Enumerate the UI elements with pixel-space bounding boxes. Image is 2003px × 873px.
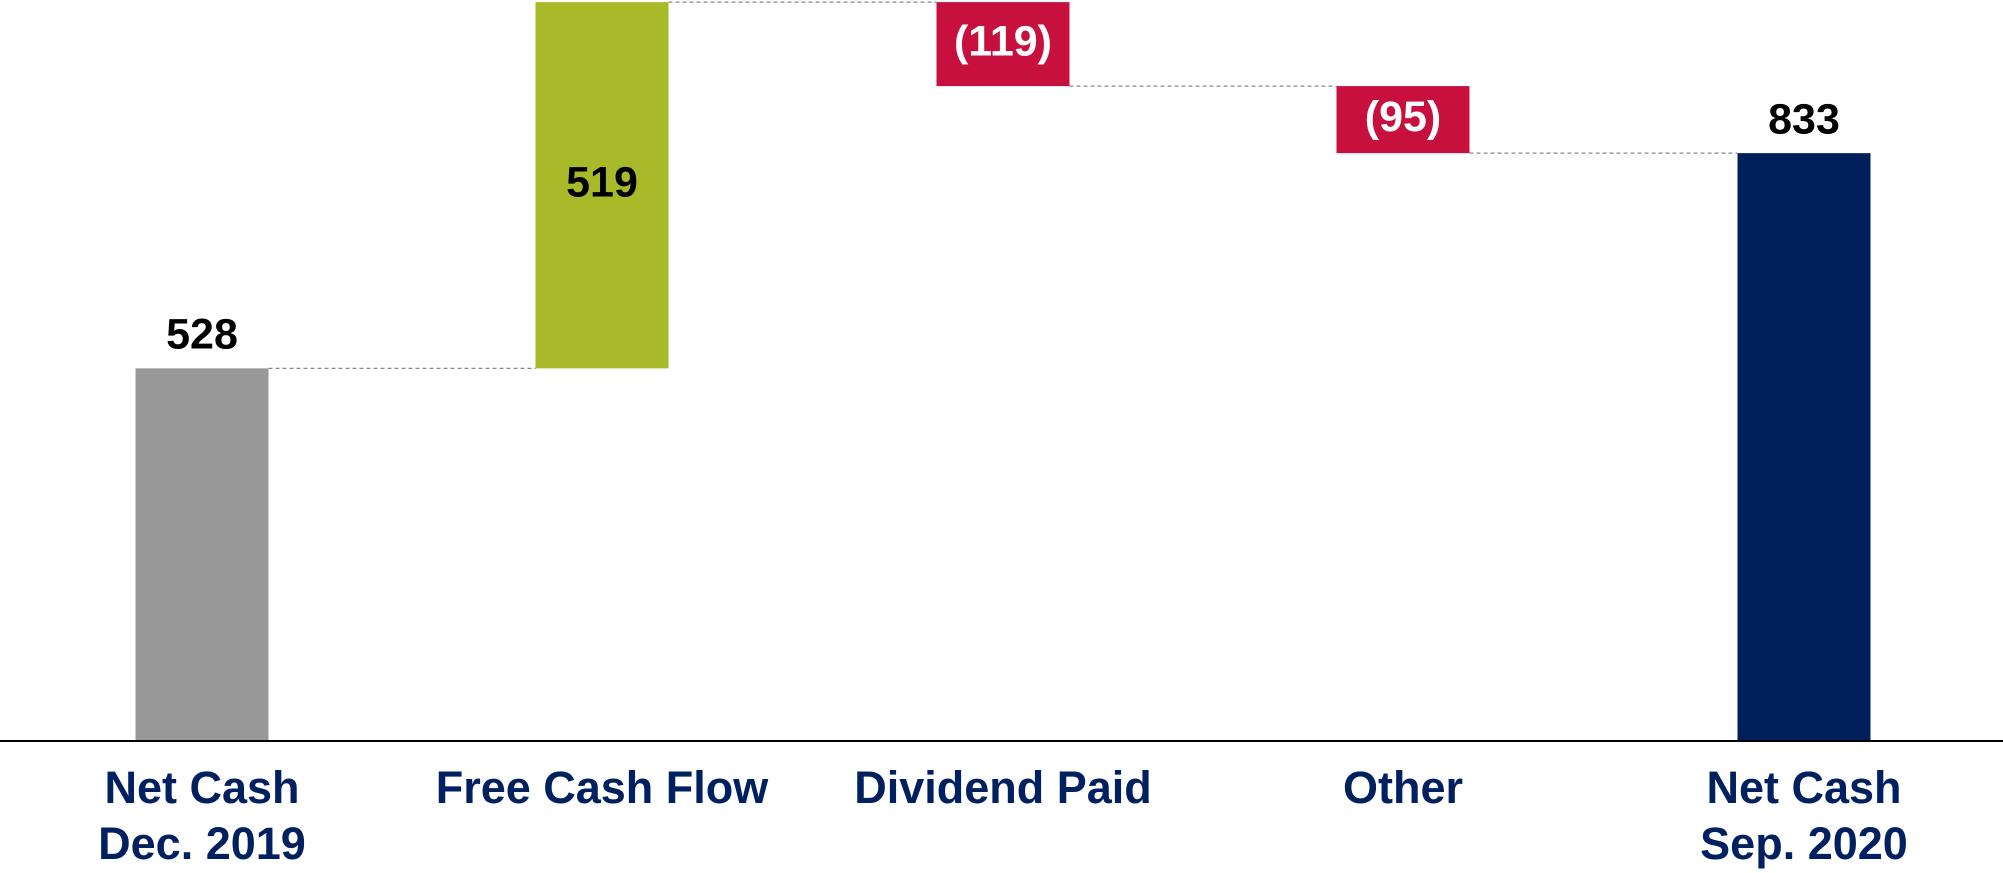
bar <box>936 2 1070 87</box>
x-tick-label: Net Cash Dec. 2019 <box>98 762 306 869</box>
x-tick-label-line: Dec. 2019 <box>98 818 306 869</box>
x-tick-label-line: Sep. 2020 <box>1700 818 1908 869</box>
x-tick-label-line: Net Cash <box>1706 762 1901 813</box>
bar <box>1336 86 1470 154</box>
x-tick-label-line: Free Cash Flow <box>436 762 770 813</box>
data-label: 519 <box>566 159 638 207</box>
x-tick-label-line: Other <box>1343 762 1463 813</box>
bar <box>1737 153 1871 741</box>
data-label: (95) <box>1365 93 1441 141</box>
data-label: (119) <box>954 17 1052 65</box>
bar <box>135 368 269 741</box>
x-tick-label: Free Cash Flow <box>436 762 770 813</box>
x-tick-label: Net Cash Sep. 2020 <box>1700 762 1908 869</box>
data-label: 528 <box>166 311 238 359</box>
x-tick-label-line: Net Cash <box>104 762 299 813</box>
bar <box>535 2 669 369</box>
x-tick-label: Other <box>1343 762 1463 813</box>
data-label: 833 <box>1768 95 1840 143</box>
x-tick-label-line: Dividend Paid <box>854 762 1152 813</box>
x-tick-label: Dividend Paid <box>854 762 1152 813</box>
